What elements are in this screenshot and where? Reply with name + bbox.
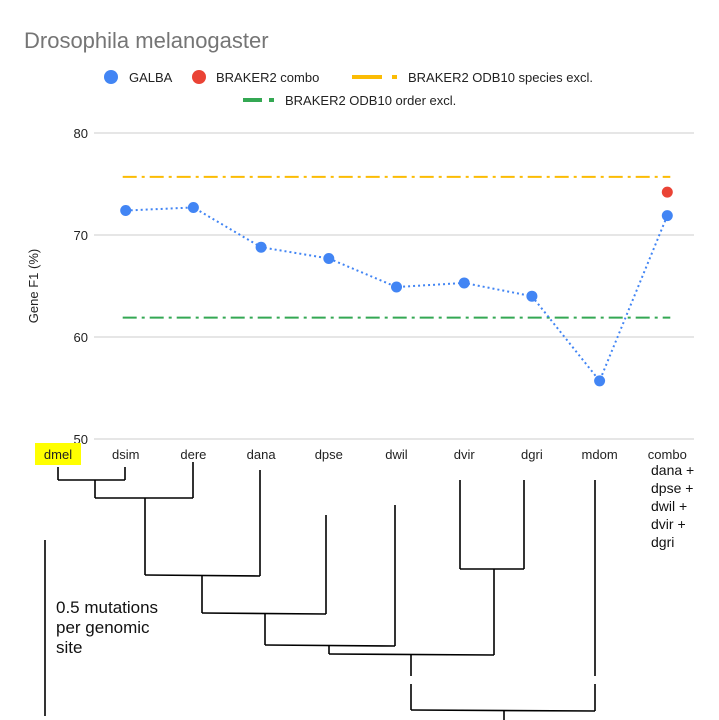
x-tick-label-dmel: dmel bbox=[44, 447, 72, 462]
x-tick-label-dpse: dpse bbox=[315, 447, 343, 462]
galba-point-dere bbox=[187, 201, 199, 213]
reference-lines bbox=[122, 175, 671, 319]
x-tick-label-dere: dere bbox=[180, 447, 206, 462]
x-tick-label-dsim: dsim bbox=[112, 447, 139, 462]
braker2-combo-point-combo bbox=[661, 186, 673, 198]
galba-point-dgri bbox=[526, 290, 538, 302]
galba-point-combo bbox=[661, 210, 673, 222]
y-tick-label-70: 70 bbox=[74, 228, 88, 243]
x-tick-label-dwil: dwil bbox=[385, 447, 408, 462]
tree-scale-label: 0.5 mutations per genomic site bbox=[56, 598, 158, 657]
combo-annotation: dana + dpse + dwil + dvir + dgri bbox=[651, 462, 694, 550]
x-tick-label-dgri: dgri bbox=[521, 447, 543, 462]
tree-node-sophophora-a bbox=[201, 612, 327, 615]
y-axis-label: Gene F1 (%) bbox=[26, 249, 41, 323]
legend-label-galba: GALBA bbox=[129, 70, 173, 85]
x-tick-labels: dmel dsim dere dana dpse dwil dvir dgri mdom comb… bbox=[35, 443, 687, 465]
galba-point-dana bbox=[255, 241, 267, 253]
galba-point-dpse bbox=[323, 252, 335, 264]
galba-point-dsim bbox=[120, 205, 132, 217]
x-tick-label-dana: dana bbox=[247, 447, 277, 462]
y-gridlines bbox=[94, 132, 694, 440]
galba-line bbox=[125, 206, 669, 383]
legend-item-braker2-combo: BRAKER2 combo bbox=[192, 70, 319, 85]
legend-item-galba: GALBA bbox=[104, 70, 173, 85]
phylogenetic-tree bbox=[44, 462, 596, 720]
y-tick-label-80: 80 bbox=[74, 126, 88, 141]
x-tick-highlight-dmel bbox=[35, 443, 81, 465]
tree-root-node bbox=[410, 709, 596, 712]
galba-point-dwil bbox=[391, 281, 402, 293]
legend-label-braker2-species-excl: BRAKER2 ODB10 species excl. bbox=[408, 70, 593, 85]
chart-title: Drosophila melanogaster bbox=[24, 28, 269, 53]
tree-node-sophophora bbox=[264, 644, 396, 647]
legend-item-braker2-order-excl: BRAKER2 ODB10 order excl. bbox=[243, 93, 456, 108]
galba-point-dvir bbox=[458, 277, 470, 289]
data-series bbox=[120, 186, 673, 387]
tree-node-drosophila bbox=[328, 653, 495, 656]
x-tick-label-combo: combo bbox=[648, 447, 687, 462]
legend-marker-galba bbox=[104, 70, 118, 84]
legend-label-braker2-combo: BRAKER2 combo bbox=[216, 70, 319, 85]
legend-label-braker2-order-excl: BRAKER2 ODB10 order excl. bbox=[285, 93, 456, 108]
galba-point-mdom bbox=[594, 375, 606, 387]
legend-item-braker2-species-excl: BRAKER2 ODB10 species excl. bbox=[352, 70, 593, 85]
legend: GALBA BRAKER2 combo BRAKER2 ODB10 specie… bbox=[104, 70, 593, 108]
y-tick-label-60: 60 bbox=[74, 330, 88, 345]
x-tick-label-mdom: mdom bbox=[582, 447, 618, 462]
legend-marker-braker2-combo bbox=[192, 70, 206, 84]
x-tick-label-dvir: dvir bbox=[454, 447, 476, 462]
